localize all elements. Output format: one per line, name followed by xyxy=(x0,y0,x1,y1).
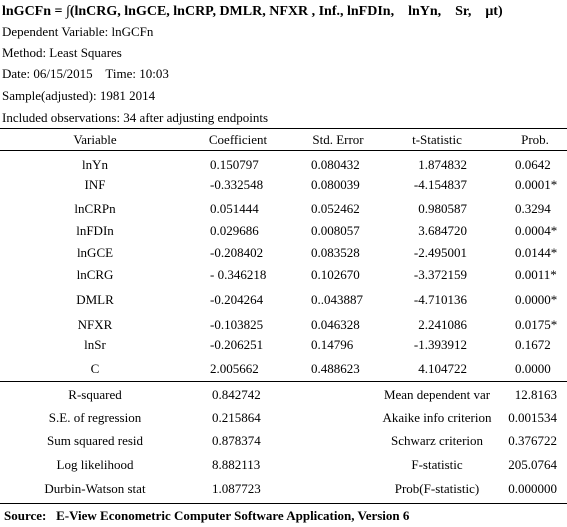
stat-value: 0.215864 xyxy=(212,410,261,425)
stat-value: 0.878374 xyxy=(212,433,261,448)
cell: -2.495001 xyxy=(413,245,467,260)
cell: 0.052462 xyxy=(311,201,360,216)
stat-value: 0.376722 xyxy=(508,433,557,448)
column-header: t-Statistic xyxy=(412,132,462,147)
cell: 1.874832 xyxy=(418,157,467,172)
stat-value: 1.087723 xyxy=(212,481,261,496)
info-line: Dependent Variable: lnGCFn xyxy=(2,24,154,39)
cell: 0.080039 xyxy=(311,177,360,192)
stat-value: 205.0764 xyxy=(508,457,557,472)
variable-name: C xyxy=(90,361,100,376)
variable-name: lnFDIn xyxy=(76,223,114,238)
cell: 0.080432 xyxy=(311,157,360,172)
cell: 0.046328 xyxy=(311,317,360,332)
cell: 0.029686 xyxy=(210,223,259,238)
source-note: Source: E-View Econometric Computer Soft… xyxy=(4,508,410,523)
cell: 3.684720 xyxy=(418,223,467,238)
variable-name: lnSr xyxy=(84,337,106,352)
variable-name: NFXR xyxy=(77,317,113,332)
stat-label: Schwarz criterion xyxy=(390,433,484,448)
cell: -0.206251 xyxy=(210,337,264,352)
cell: 2.005662 xyxy=(210,361,259,376)
stat-label: Prob(F-statistic) xyxy=(394,481,480,496)
cell: 0.0001* xyxy=(515,177,558,192)
variable-name: DMLR xyxy=(76,292,114,307)
cell: 0.0011* xyxy=(515,267,557,282)
cell: -0.208402 xyxy=(210,245,264,260)
cell: 0.102670 xyxy=(311,267,360,282)
stat-label: Log likelihood xyxy=(56,457,134,472)
stat-label: Sum squared resid xyxy=(46,433,144,448)
cell: -0.103825 xyxy=(210,317,264,332)
cell: 0.083528 xyxy=(311,245,360,260)
info-line: Included observations: 34 after adjustin… xyxy=(2,110,269,125)
cell: -4.154837 xyxy=(413,177,467,192)
rule xyxy=(0,128,567,129)
stat-value: 8.882113 xyxy=(212,457,261,472)
variable-name: lnYn xyxy=(82,157,108,172)
cell: -0.332548 xyxy=(210,177,264,192)
cell: 4.104722 xyxy=(418,361,467,376)
cell: -3.372159 xyxy=(413,267,467,282)
stat-label: Akaike info criterion xyxy=(382,410,492,425)
stat-label: R-squared xyxy=(68,387,122,402)
cell: 0.0000* xyxy=(515,292,558,307)
info-line: Method: Least Squares xyxy=(2,45,122,60)
cell: -1.393912 xyxy=(413,337,467,352)
rule xyxy=(0,150,567,151)
column-header: Variable xyxy=(73,132,117,147)
cell: 0.488623 xyxy=(311,361,360,376)
stat-value: 0.000000 xyxy=(508,481,557,496)
cell: 0.051444 xyxy=(210,201,259,216)
stat-value: 12.8163 xyxy=(514,387,557,402)
stat-label: S.E. of regression xyxy=(48,410,142,425)
cell: 0.14796 xyxy=(311,337,354,352)
cell: 0.150797 xyxy=(210,157,259,172)
stat-label: F-statistic xyxy=(411,457,463,472)
stat-value: 0.842742 xyxy=(212,387,261,402)
cell: - 0.346218 xyxy=(210,267,267,282)
cell: 0.3294 xyxy=(515,201,551,216)
cell: 0.980587 xyxy=(418,201,467,216)
rule xyxy=(0,381,567,382)
column-header: Std. Error xyxy=(312,132,364,147)
column-header: Coefficient xyxy=(208,132,268,147)
cell: 0.1672 xyxy=(515,337,551,352)
info-line: Date: 06/15/2015 Time: 10:03 xyxy=(2,66,169,81)
cell: 0.0175* xyxy=(515,317,558,332)
cell: 0..043887 xyxy=(311,292,363,307)
stat-label: Mean dependent var xyxy=(383,387,491,402)
cell: 0.008057 xyxy=(311,223,360,238)
cell: 0.0642 xyxy=(515,157,551,172)
cell: 2.241086 xyxy=(418,317,467,332)
variable-name: INF xyxy=(84,177,106,192)
variable-name: lnCRG xyxy=(76,267,114,282)
cell: 0.0000 xyxy=(515,361,551,376)
stat-label: Durbin-Watson stat xyxy=(44,481,146,496)
equation-title: lnGCFn = ∫(lnCRG, lnGCE, lnCRP, DMLR, NF… xyxy=(2,4,503,19)
variable-name: lnGCE xyxy=(76,245,114,260)
rule xyxy=(0,503,567,504)
cell: 0.0144* xyxy=(515,245,558,260)
stat-value: 0.001534 xyxy=(508,410,557,425)
cell: -4.710136 xyxy=(413,292,467,307)
column-header: Prob. xyxy=(521,132,549,147)
cell: -0.204264 xyxy=(210,292,264,307)
info-line: Sample(adjusted): 1981 2014 xyxy=(2,88,156,103)
variable-name: lnCRPn xyxy=(74,201,116,216)
cell: 0.0004* xyxy=(515,223,558,238)
